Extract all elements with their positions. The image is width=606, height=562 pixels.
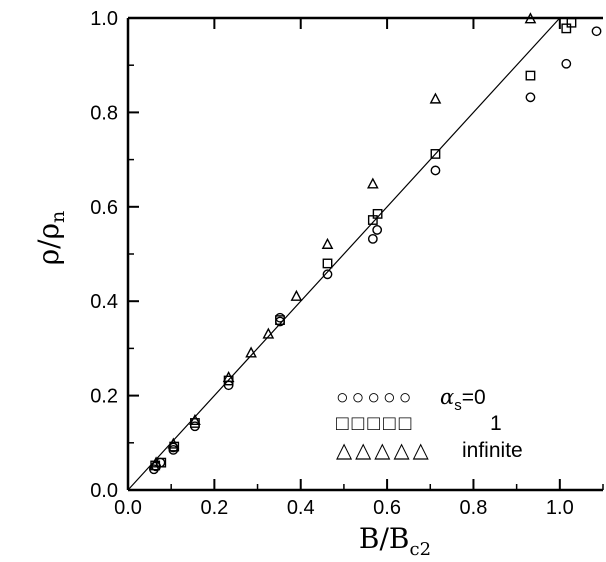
data-point-triangle [366,177,379,189]
data-point-circle [561,58,572,69]
y-tick-label: 0.4 [90,291,118,313]
y-tick-label: 0.2 [90,386,118,408]
data-point-circle [525,92,536,103]
legend-square-label: 1 [490,412,502,435]
x-tick-label: 0.6 [373,497,401,519]
legend-row-triangle: △△△△△ infinite [336,439,523,462]
data-point-triangle [167,437,180,449]
svg-text:ρ/ρn: ρ/ρn [32,211,69,266]
data-point-square [275,315,285,325]
legend: ○○○○○ αs=0 □□□□□ 1 △△△△△ infinite [336,385,523,462]
data-point-triangle [262,327,275,339]
x-tick-label: 0.8 [460,497,488,519]
x-axis-title: B/Bc2 [359,522,431,560]
y-axis-title: ρ/ρn [32,211,69,266]
x-tick-label: 1.0 [546,497,574,519]
x-tick-label: 0.0 [114,497,142,519]
x-tick-label: 0.2 [200,497,228,519]
legend-triangle-label: infinite [462,439,523,462]
x-tick-label: 0.4 [287,497,315,519]
data-point-square [430,149,441,159]
data-point-triangle [245,346,257,358]
data-point-square [561,23,572,34]
data-point-square [566,17,577,28]
data-point-triangle [429,92,442,104]
y-tick-label: 1.0 [90,8,118,30]
data-point-triangle [222,370,235,383]
data-points [149,12,602,475]
data-point-circle [367,233,378,244]
legend-circle-label-sub: s [454,397,462,414]
data-point-circle [430,165,441,176]
legend-circle-symbols: ○○○○○ [336,386,414,409]
data-point-square [322,258,333,269]
data-point-triangle [524,12,537,24]
data-point-triangle [321,237,334,249]
data-point-triangle [189,413,201,426]
svg-text:B/Bc2: B/Bc2 [359,522,431,560]
y-tick-label: 0.6 [90,197,118,219]
data-point-circle [372,225,383,235]
reference-line [127,17,561,491]
legend-circle-label-prefix: α [440,385,454,409]
data-point-triangle [290,289,303,301]
legend-circle-label: αs=0 [440,385,486,414]
data-point-square [372,208,383,219]
data-point-circle [322,269,333,280]
axis-ticks [127,17,604,491]
data-point-circle [591,26,602,37]
data-point-triangle [150,456,162,468]
axis-tick-labels: 0.0 0.2 0.4 0.6 0.8 1.0 0.0 0.2 0.4 0.6 0.8 1.0 [90,8,574,519]
legend-row-square: □□□□□ 1 [336,412,502,435]
legend-row-circle: ○○○○○ αs=0 [336,385,486,414]
y-tick-label: 0.0 [90,480,118,502]
legend-square-symbols: □□□□□ [336,412,414,435]
data-point-square [525,70,536,81]
legend-circle-label-suffix: =0 [462,386,486,409]
data-point-circle [190,421,200,432]
legend-triangle-symbols: △△△△△ [336,439,432,462]
reference-line-group [127,17,561,491]
y-tick-label: 0.8 [90,102,118,124]
